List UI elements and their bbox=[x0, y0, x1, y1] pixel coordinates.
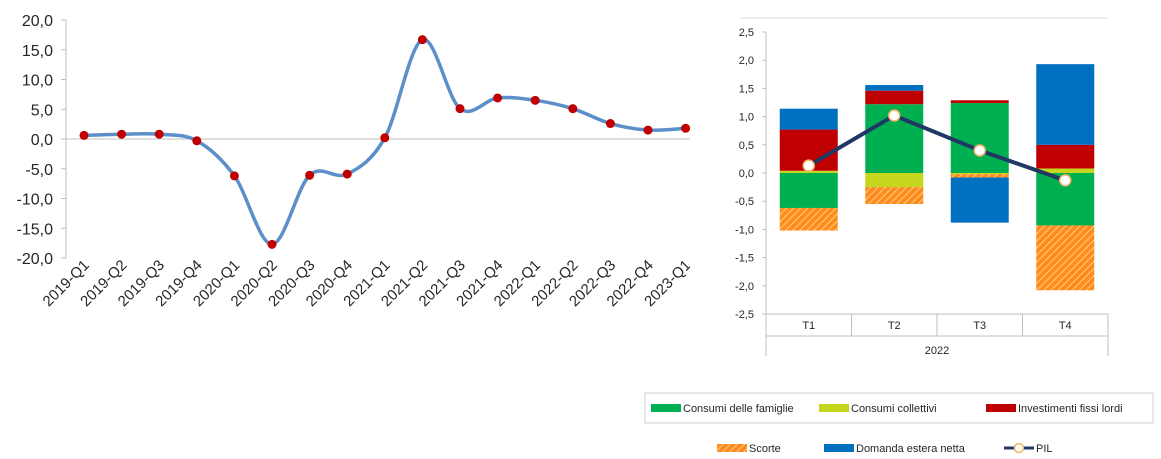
y-tick-label: 5,0 bbox=[31, 102, 53, 119]
legend-label: Scorte bbox=[749, 443, 781, 455]
x-axis: T1 T2 T3 T4 2022 bbox=[765, 313, 1109, 357]
y-tick-label: 1,5 bbox=[739, 83, 754, 95]
y-tick-label: 0,0 bbox=[31, 132, 53, 149]
x-tick-label: T2 bbox=[888, 320, 901, 332]
data-point bbox=[192, 136, 202, 146]
data-point bbox=[267, 239, 277, 249]
y-tick-label: 2,0 bbox=[739, 55, 754, 67]
pil-point bbox=[802, 159, 815, 172]
bar-segment bbox=[779, 207, 838, 231]
legend-label: Consumi delle famiglie bbox=[683, 403, 794, 415]
y-axis: 20,0 15,0 10,0 5,0 0,0 -5,0 -10,0 -15,0 -20,0 bbox=[17, 13, 690, 268]
data-point bbox=[229, 171, 239, 181]
bar-segment bbox=[865, 90, 924, 105]
legend-item: Consumi delle famiglie bbox=[651, 403, 794, 415]
bar-segment bbox=[950, 100, 1009, 104]
legend-swatch bbox=[717, 444, 747, 452]
bar-segment bbox=[865, 187, 924, 205]
y-tick-label: -1,0 bbox=[735, 224, 754, 236]
gdp-growth-line-chart: 20,0 15,0 10,0 5,0 0,0 -5,0 -10,0 -15,0 -20,0 20… bbox=[17, 13, 690, 310]
x-tick-label: T1 bbox=[802, 320, 815, 332]
data-point bbox=[117, 129, 127, 139]
legend-swatch bbox=[819, 404, 849, 412]
legend-item: PIL bbox=[1004, 442, 1053, 455]
legend-label: PIL bbox=[1036, 443, 1053, 455]
bar-segment bbox=[1036, 64, 1095, 145]
y-tick-label: 15,0 bbox=[22, 43, 53, 60]
y-axis: 2,5 2,0 1,5 1,0 0,5 0,0 -0,5 -1,0 -1,5 -2,0 -2,5 bbox=[735, 27, 767, 321]
data-point bbox=[568, 104, 578, 114]
legend-swatch bbox=[824, 444, 854, 452]
y-tick-label: -15,0 bbox=[17, 221, 54, 238]
y-tick-label: -2,5 bbox=[735, 309, 754, 321]
legend-swatch bbox=[651, 404, 681, 412]
legend-label: Domanda estera netta bbox=[856, 443, 966, 455]
legend-item: Domanda estera netta bbox=[824, 443, 966, 455]
y-tick-label: -10,0 bbox=[17, 192, 54, 209]
y-tick-label: -1,5 bbox=[735, 253, 754, 265]
y-tick-label: 20,0 bbox=[22, 13, 53, 30]
bar-segment bbox=[779, 173, 838, 208]
data-point bbox=[154, 129, 164, 139]
bar-segment bbox=[950, 103, 1009, 173]
bar-segment bbox=[950, 174, 1009, 178]
y-tick-label: -20,0 bbox=[17, 251, 54, 268]
pil-series-markers bbox=[802, 109, 1072, 187]
data-point bbox=[79, 130, 89, 140]
bar-segment bbox=[1036, 225, 1095, 291]
y-tick-label: -2,0 bbox=[735, 281, 754, 293]
legend-item: Investimenti fissi lordi bbox=[986, 403, 1123, 415]
pil-series-line bbox=[807, 113, 1066, 183]
data-point bbox=[342, 169, 352, 179]
data-point bbox=[493, 93, 503, 103]
data-point bbox=[305, 170, 315, 180]
legend-label: Investimenti fissi lordi bbox=[1018, 403, 1123, 415]
y-tick-label: 0,5 bbox=[739, 140, 754, 152]
data-point bbox=[605, 119, 615, 129]
data-point bbox=[681, 123, 690, 133]
bar-segment bbox=[1036, 168, 1095, 173]
legend-swatch bbox=[986, 404, 1016, 412]
data-point bbox=[455, 104, 465, 114]
y-tick-label: -0,5 bbox=[735, 196, 754, 208]
y-tick-label: 10,0 bbox=[22, 73, 53, 90]
legend-item: Scorte bbox=[717, 443, 781, 455]
data-point bbox=[417, 35, 427, 45]
bar-segment bbox=[865, 85, 924, 91]
y-tick-label: 0,0 bbox=[739, 168, 754, 180]
bar-segment bbox=[865, 173, 924, 188]
data-point bbox=[643, 125, 653, 135]
x-tick-label: T3 bbox=[973, 320, 986, 332]
legend-marker bbox=[1013, 442, 1025, 454]
gdp-contributions-bar-chart: 2,5 2,0 1,5 1,0 0,5 0,0 -0,5 -1,0 -1,5 -2,0 -2,5 T… bbox=[735, 17, 1109, 357]
y-tick-label: -5,0 bbox=[25, 162, 53, 179]
x-group-label: 2022 bbox=[925, 345, 949, 357]
gdp-series-markers bbox=[79, 35, 690, 249]
y-tick-label: 2,5 bbox=[739, 27, 754, 39]
pil-point bbox=[1059, 174, 1072, 187]
data-point bbox=[530, 95, 540, 105]
bar-segment bbox=[950, 173, 1009, 175]
pil-point bbox=[973, 144, 986, 157]
legend-box-row1 bbox=[644, 392, 1154, 424]
legend-label: Consumi collettivi bbox=[851, 403, 937, 415]
bar-segment bbox=[779, 108, 838, 130]
pil-point bbox=[888, 109, 901, 122]
legend-item: Consumi collettivi bbox=[819, 403, 937, 415]
y-tick-label: 1,0 bbox=[739, 112, 754, 124]
x-tick-label: T4 bbox=[1059, 320, 1072, 332]
data-point bbox=[380, 133, 390, 143]
bar-segment bbox=[1036, 144, 1095, 169]
bar-segment bbox=[950, 177, 1009, 223]
